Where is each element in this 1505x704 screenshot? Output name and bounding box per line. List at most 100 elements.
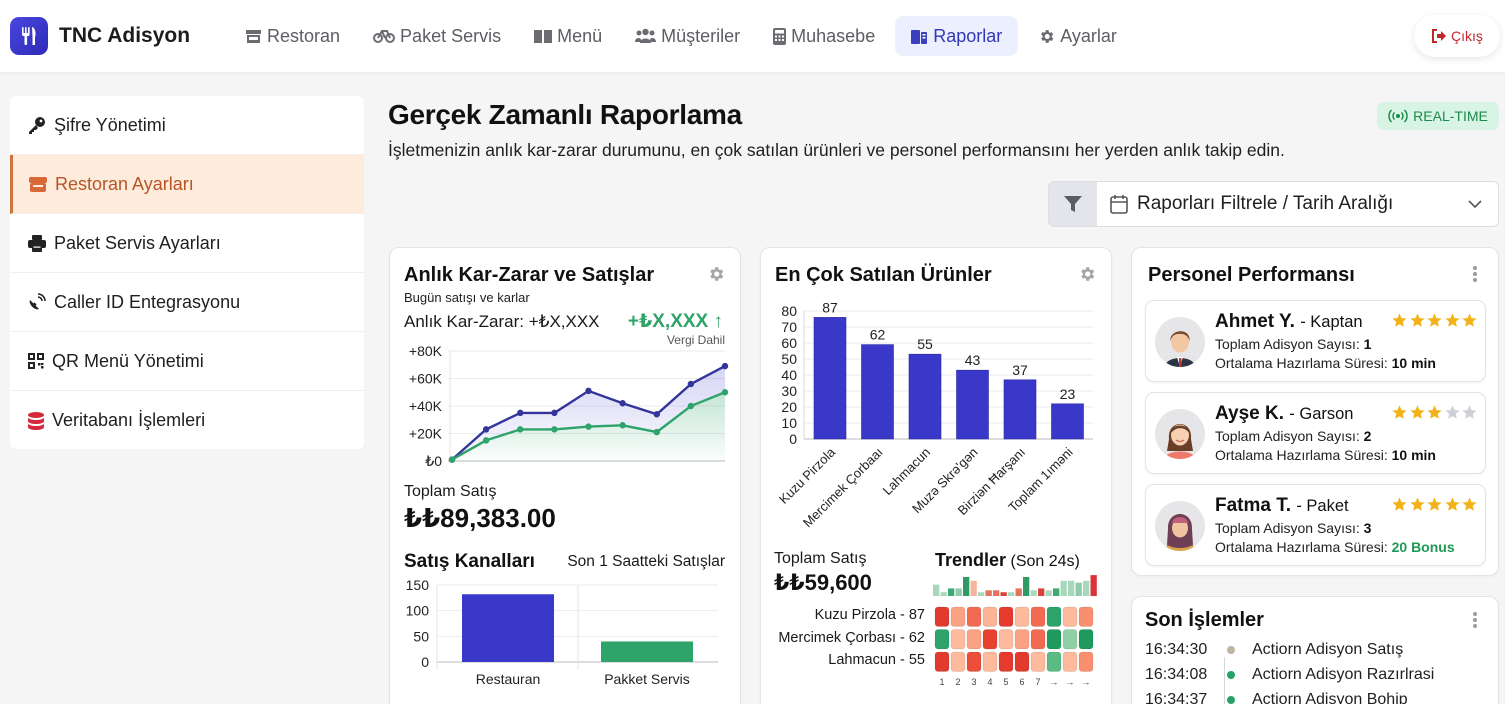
nav-item-musteriler[interactable]: Müşteriler bbox=[622, 16, 753, 56]
staff-performance-card: Personel Performansı Ahmet Y. - Kaptan T… bbox=[1131, 247, 1499, 576]
star-icon bbox=[1444, 313, 1460, 327]
star-icon bbox=[1409, 497, 1425, 511]
star-icon bbox=[1462, 405, 1477, 419]
nav-item-menu[interactable]: Menü bbox=[521, 16, 615, 56]
page-title: Gerçek Zamanlı Raporlama bbox=[388, 99, 742, 130]
gear-icon[interactable] bbox=[707, 265, 725, 283]
svg-text:0: 0 bbox=[421, 654, 429, 670]
profit-value: +₺X,XXX ↑ bbox=[627, 311, 723, 332]
sidebar-item-veritabani[interactable]: Veritabanı İşlemleri bbox=[10, 391, 364, 449]
star-icon bbox=[1409, 405, 1425, 419]
svg-text:60: 60 bbox=[781, 335, 797, 351]
activity-text: Actiorn Adisyon Bohip bbox=[1252, 691, 1408, 704]
staff-prep-time: Ortalama Hazırlama Süresi: 10 min bbox=[1215, 355, 1436, 371]
svg-text:62: 62 bbox=[870, 327, 886, 343]
star-icon bbox=[1392, 405, 1407, 419]
database-icon bbox=[28, 411, 44, 430]
staff-row[interactable]: Fatma T. - Paket Toplam Adisyon Sayısı: … bbox=[1145, 484, 1486, 566]
staff-name: Ahmet Y. - Kaptan bbox=[1215, 311, 1363, 332]
logout-button[interactable]: Çıkış bbox=[1414, 15, 1500, 57]
star-icon bbox=[1392, 497, 1407, 511]
sidebar-item-paket-servis-ayarlari[interactable]: Paket Servis Ayarları bbox=[10, 214, 364, 273]
channels-subtitle: Son 1 Saatteki Satışlar bbox=[567, 553, 725, 570]
printer-icon bbox=[28, 234, 46, 252]
rating-stars bbox=[1391, 312, 1479, 329]
svg-text:80: 80 bbox=[781, 303, 797, 319]
trends-title: Trendler (Son 24s) bbox=[935, 550, 1080, 570]
svg-text:87: 87 bbox=[822, 299, 838, 315]
staff-row[interactable]: Ahmet Y. - Kaptan Toplam Adisyon Sayısı:… bbox=[1145, 300, 1486, 382]
staff-name: Fatma T. - Paket bbox=[1215, 495, 1349, 516]
key-icon bbox=[29, 117, 45, 134]
gear-icon[interactable] bbox=[1078, 265, 1096, 283]
card-title: Son İşlemler bbox=[1145, 609, 1264, 631]
chevron-down-icon bbox=[1468, 199, 1482, 208]
star-icon bbox=[1444, 497, 1460, 511]
report-filter: Raporları Filtrele / Tarih Aralığı bbox=[1048, 181, 1499, 227]
nav-item-muhasebe[interactable]: Muhasebe bbox=[760, 16, 888, 56]
profit-sales-card: Anlık Kar-Zarar ve Satışlar Bugün satışı… bbox=[389, 247, 741, 704]
sidebar-item-caller-id[interactable]: Caller ID Entegrasyonu bbox=[10, 273, 364, 332]
gear-icon bbox=[1041, 29, 1054, 43]
activity-time: 16:34:08 bbox=[1145, 666, 1208, 683]
svg-text:23: 23 bbox=[1060, 386, 1076, 402]
star-icon bbox=[1444, 405, 1460, 419]
svg-text:Pakket Servis: Pakket Servis bbox=[604, 671, 690, 687]
staff-prep-time: Ortalama Hazırlama Süresi: 10 min bbox=[1215, 447, 1436, 463]
more-options-icon[interactable] bbox=[1472, 265, 1478, 283]
staff-row[interactable]: Ayşe K. - Garson Toplam Adisyon Sayısı: … bbox=[1145, 392, 1486, 474]
activity-item[interactable]: 16:34:08 Actiorn Adisyon Razırlrasi bbox=[1145, 666, 1434, 684]
svg-text:→: → bbox=[1066, 677, 1075, 687]
svg-text:50: 50 bbox=[413, 628, 429, 644]
card-title: En Çok Satılan Ürünler bbox=[775, 264, 992, 286]
activity-item[interactable]: 16:34:30 Actiorn Adisyon Satış bbox=[1145, 641, 1403, 659]
rating-stars bbox=[1391, 496, 1479, 513]
svg-text:40: 40 bbox=[781, 367, 797, 383]
svg-text:+60K: +60K bbox=[409, 371, 443, 387]
activity-text: Actiorn Adisyon Satış bbox=[1252, 641, 1404, 658]
main-nav: Restoran Paket Servis Menü Müşteriler Mu… bbox=[232, 16, 1137, 56]
nav-item-ayarlar[interactable]: Ayarlar bbox=[1025, 16, 1130, 56]
brand[interactable]: TNC Adisyon bbox=[10, 17, 190, 55]
funnel-icon bbox=[1064, 196, 1082, 212]
report-icon bbox=[911, 29, 928, 44]
activity-time: 16:34:37 bbox=[1145, 691, 1208, 704]
svg-text:+80K: +80K bbox=[409, 343, 443, 359]
svg-text:70: 70 bbox=[781, 319, 797, 335]
users-icon bbox=[635, 28, 657, 43]
svg-text:30: 30 bbox=[781, 383, 797, 399]
staff-prep-time: Ortalama Hazırlama Süresi: 20 Bonus bbox=[1215, 539, 1455, 555]
svg-text:0: 0 bbox=[789, 431, 797, 447]
svg-text:→: → bbox=[1050, 677, 1059, 687]
sidebar-item-sifre-yonetimi[interactable]: Şifre Yönetimi bbox=[10, 96, 364, 155]
qrcode-icon bbox=[28, 353, 44, 369]
date-range-select[interactable]: Raporları Filtrele / Tarih Aralığı bbox=[1097, 182, 1498, 226]
sidebar-item-restoran-ayarlari[interactable]: Restoran Ayarları bbox=[10, 155, 364, 214]
sidebar-item-qr-menu[interactable]: QR Menü Yönetimi bbox=[10, 332, 364, 391]
activity-item[interactable]: 16:34:37 Actiorn Adisyon Bohip bbox=[1145, 691, 1408, 704]
nav-item-raporlar[interactable]: Raporlar bbox=[895, 16, 1019, 56]
filter-button[interactable] bbox=[1049, 182, 1097, 226]
svg-text:3: 3 bbox=[971, 677, 976, 687]
calculator-icon bbox=[773, 27, 787, 45]
trends-sparkline bbox=[933, 575, 1097, 596]
staff-count: Toplam Adisyon Sayısı: 2 bbox=[1215, 428, 1372, 444]
calendar-icon bbox=[1110, 195, 1128, 214]
more-options-icon[interactable] bbox=[1472, 611, 1478, 629]
svg-text:1: 1 bbox=[939, 677, 944, 687]
sales-channel-bar-chart: 0 50 100 150 Restauran Pakket Servis bbox=[406, 577, 718, 687]
svg-text:₺0: ₺0 bbox=[425, 453, 442, 468]
card-title: Personel Performansı bbox=[1148, 264, 1355, 286]
svg-text:150: 150 bbox=[406, 577, 430, 593]
heatmap-row-label: Kuzu Pirzola - 87 bbox=[814, 607, 925, 623]
star-icon bbox=[1392, 313, 1407, 327]
nav-item-restoran[interactable]: Restoran bbox=[232, 16, 353, 56]
store-icon bbox=[29, 177, 47, 192]
nav-item-paket-servis[interactable]: Paket Servis bbox=[360, 16, 514, 56]
svg-text:10: 10 bbox=[781, 415, 797, 431]
total-sales-label: Toplam Satış bbox=[774, 550, 867, 567]
svg-text:5: 5 bbox=[1003, 677, 1008, 687]
svg-text:4: 4 bbox=[987, 677, 992, 687]
svg-text:2: 2 bbox=[955, 677, 960, 687]
svg-text:50: 50 bbox=[781, 351, 797, 367]
